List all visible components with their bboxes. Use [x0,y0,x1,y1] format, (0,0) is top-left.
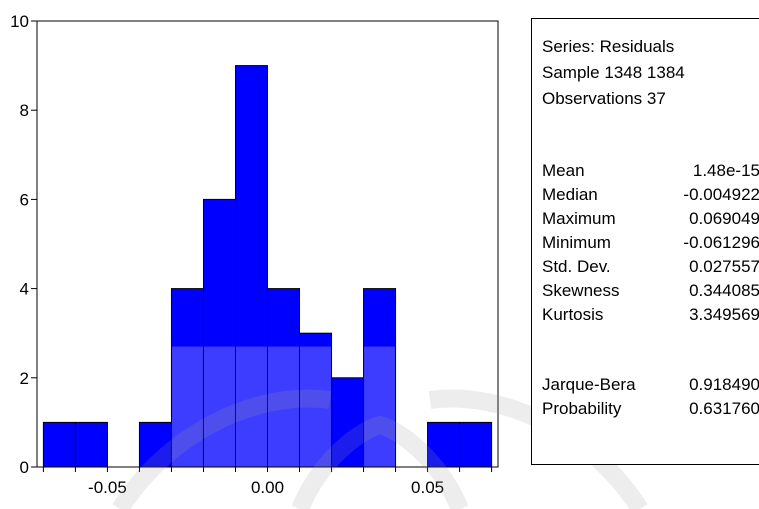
stat-row-probability: Probability 0.631760 [542,399,759,419]
stat-row-mean: Mean 1.48e-15 [542,161,759,181]
stat-value: 1.48e-15 [692,161,759,180]
y-axis: 0 2 4 6 8 10 [10,12,37,477]
histogram-bar [42,421,76,468]
histogram-bar [234,65,269,468]
stat-row-std-dev: Std. Dev. 0.027557 [542,257,759,277]
stat-row-median: Median -0.004922 [542,185,759,205]
bar-fill-watermark [171,346,204,467]
x-tick-label: -0.05 [88,478,127,497]
bar-fill-watermark [203,346,236,467]
y-tick-label: 6 [20,190,29,209]
stat-label: Jarque-Bera [542,375,636,394]
bar-outline [234,65,269,468]
histogram-bar [299,332,333,468]
histogram-bar [363,288,397,468]
y-tick-label: 0 [20,458,29,477]
stat-value: 0.918490 [689,375,759,394]
histogram-bar [202,198,236,468]
histogram-bar [267,288,301,468]
y-tick-label: 2 [20,369,29,388]
histogram-bar [74,421,108,468]
stat-label: Median [542,185,598,204]
stat-row-minimum: Minimum -0.061296 [542,233,759,253]
bar-fill [427,422,460,467]
stat-label: Kurtosis [542,305,604,324]
stat-label: Skewness [542,281,620,300]
x-tick-label: 0.05 [411,478,444,497]
bar-fill [331,377,364,467]
histogram-bar [331,377,365,468]
stat-label: Mean [542,161,585,180]
stat-label: Maximum [542,209,616,228]
bar-outline [363,288,397,468]
histogram-bar [427,421,461,468]
y-tick-label: 10 [10,12,29,31]
sample-label: Sample 1348 1384 [542,63,685,82]
bar-outline [459,421,493,468]
histogram-bar [170,288,204,468]
bar-fill-watermark [267,346,300,467]
stat-row-jarque-bera: Jarque-Bera 0.918490 [542,375,759,395]
histogram-bar [138,421,172,468]
stat-value: -0.061296 [683,233,759,252]
stat-row-maximum: Maximum 0.069049 [542,209,759,229]
bar-fill [139,422,172,467]
bar-outline [74,421,108,468]
stat-value: 0.344085 [689,281,759,300]
bar-fill-watermark [363,346,396,467]
stat-row-skewness: Skewness 0.344085 [542,281,759,301]
stat-value: -0.004922 [683,185,759,204]
y-tick-label: 4 [20,280,29,299]
stat-label: Minimum [542,233,611,252]
series-label: Series: Residuals [542,37,675,56]
histogram-bars [42,65,493,468]
bar-fill [75,422,108,467]
bar-fill [459,422,492,467]
stat-value: 0.069049 [689,209,759,228]
bar-fill-watermark [299,346,332,467]
stat-label: Probability [542,399,622,418]
histogram-bar [459,421,493,468]
observations-label: Observations 37 [542,89,666,108]
bar-fill-watermark [235,346,268,467]
stat-value: 0.631760 [689,399,759,418]
bar-fill [43,422,76,467]
x-tick-label: 0.00 [251,478,284,497]
stat-value: 3.349569 [689,305,759,324]
stat-row-kurtosis: Kurtosis 3.349569 [542,305,759,325]
x-axis: -0.05 0.00 0.05 [42,467,493,497]
stat-label: Std. Dev. [542,257,611,276]
stat-value: 0.027557 [689,257,759,276]
statistics-panel: Series: Residuals Sample 1348 1384 Obser… [531,18,759,465]
y-tick-label: 8 [20,101,29,120]
